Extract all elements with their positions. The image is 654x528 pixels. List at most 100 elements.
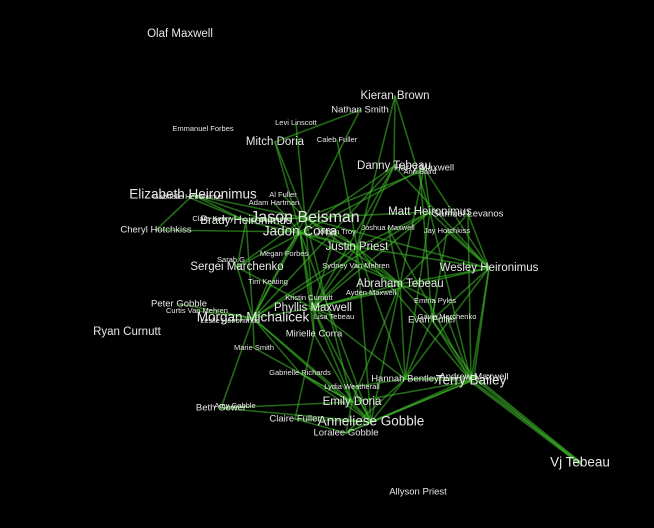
edge-matt-justin [356,211,431,248]
node-label-justin: Justin Priest [326,241,389,253]
node-label-lydia: Lydia Weatherall [324,382,380,391]
edge-lydia-anneliese [351,386,372,423]
edge-wesley-evan [431,267,490,321]
edge-danny-wesley [393,165,490,269]
label-layer: Olaf Maxwell Kieran Brown Nathan Smith Levi… [93,28,610,497]
node-label-sergei: Sergei Marchenko [190,261,283,273]
edge-sam-wesley [467,213,490,269]
edge-danny-phyllis [312,165,395,309]
node-label-mirielle: Mirielle Corra [286,329,343,340]
node-label-claire: Claire Fuller [269,414,320,425]
node-label-al: Al Fuller [269,190,297,199]
edge-terry-vj [469,379,582,465]
node-label-gavin: Gavin Marchenko [418,312,477,321]
edge-hannah-terry [404,378,472,382]
edge-kristin-phyllis [308,297,314,309]
edge-tim-morgan [252,281,269,319]
edge-justin-wesley [356,246,490,269]
edge-jadon-justin [299,231,358,248]
node-label-curtis: Curtis Van Mehren [166,306,228,315]
node-label-olaf: Olaf Maxwell [147,28,213,40]
node-label-evan: Evan Fuller [408,315,456,326]
edge-sarah-sergei [230,259,238,268]
node-label-megan: Megan Forbes [260,249,309,258]
edge-jadon-mirielle [299,231,315,335]
edge-beth-anneliese [220,407,372,423]
node-label-allyson: Allyson Priest [389,487,447,498]
edge-elizabeth-cheryl [155,194,194,231]
edge-cheryl-jadon [155,229,301,233]
edge-emma-evan [431,300,436,321]
edge-nathan-mitch [274,109,361,143]
edge-sergei-phyllis [236,266,314,309]
node-label-jadon: Jadon Corra [263,224,338,239]
edge-justin-abraham [356,246,401,285]
edge-curtis-morgan [196,310,254,319]
edge-ann-evan [419,171,433,321]
edge-brady-morgan [245,220,254,319]
edge-beth-emily [220,401,353,409]
edge-brady-jason [245,217,306,222]
edge-caleb-justin [336,139,358,248]
edge-mitch-jason [274,141,306,219]
node-label-nathan: Nathan Smith [331,105,389,116]
edge-justin-anneliese [356,246,372,423]
edge-ayden-phyllis [312,292,372,309]
node-label-levi: Levi Linscott [275,118,318,127]
node-label-adam: Adam Hartman [249,198,299,207]
node-label-elizabeth: Elizabeth Heironimus [129,187,257,202]
node-label-harry: Harry Maxwell [394,163,454,174]
edge-evan-hannah [404,319,433,380]
edge-jadon-morgan [252,231,301,319]
edge-gabriel-anneliese [299,372,372,423]
node-label-terry: Terry Bailey [436,373,507,388]
edge-phyllis-hannah [312,307,406,380]
node-label-emily: Emily Doria [323,396,382,408]
edge-layer [155,95,582,465]
edge-matt-terry [429,211,472,382]
edge-harry-matt [423,167,431,213]
edge-claire-anneliese [294,418,372,423]
edge-sergei-morgan [236,266,254,319]
node-label-ann: Ann Baird [404,167,437,176]
edge-wesley-hannah [404,267,490,380]
edge-amy-beth [220,405,236,409]
edge-justin-morgan [252,246,358,319]
edge-sydney-phyllis [312,265,357,309]
edge-morgan-beth [220,317,254,409]
edge-gavin-terry [446,316,472,382]
edge-elizabeth-jadon [192,194,301,233]
edge-hannah-loralee [345,378,406,434]
edge-levi-jason [295,122,306,219]
edge-abraham-anneliese [370,283,401,423]
edge-morgan-gabriel [252,317,301,374]
edge-abraham-hannah [399,283,406,380]
edge-joshua-abraham [387,227,401,285]
edge-megan-jadon [283,231,301,255]
edge-kieran-matt [394,95,431,213]
edge-brady-sergei [236,220,247,268]
node-label-danny: Danny Tebeau [357,160,431,172]
node-label-andrew: Andrew Maxwell [439,372,508,383]
edge-claire-loralee [294,418,347,434]
edge-jason-sergei [236,217,306,268]
node-label-abraham: Abraham Tebeau [356,278,443,290]
edge-mitch-jadon [274,141,301,233]
edge-jordan-justin [335,231,358,248]
edge-phyllis-emily [312,307,353,403]
edge-matt-morgan [252,211,431,319]
node-label-marie: Marie Smith [234,343,274,352]
edge-matt-hannah [404,211,431,380]
edge-sydney-abraham [355,265,401,285]
node-label-peter: Peter Gobble [151,299,207,310]
edge-abraham-evan [399,283,433,321]
edge-elizabeth-jason [192,194,306,219]
edge-sydney-justin [355,246,358,267]
edge-gavin-evan [431,316,448,321]
node-label-leslie: Leslie Heironimus [200,316,260,325]
node-label-sam: Samuel Levanos [433,209,504,220]
node-label-caleb: Caleb Fuller [317,135,358,144]
edge-wesley-andrew [473,267,490,378]
edge-emily-loralee [345,401,353,434]
node-label-mitch: Mitch Doria [246,136,305,148]
